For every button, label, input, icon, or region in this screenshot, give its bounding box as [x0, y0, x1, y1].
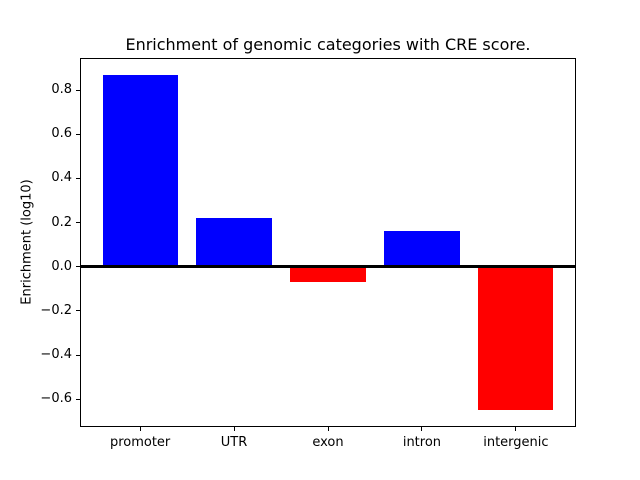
x-tick-mark: [327, 427, 329, 431]
y-tick-label: −0.6: [40, 391, 72, 407]
y-tick-mark: [76, 310, 80, 312]
y-tick-mark: [76, 177, 80, 179]
x-tick-label-UTR: UTR: [220, 435, 248, 450]
y-tick-label: 0.8: [51, 82, 72, 98]
y-tick-mark: [76, 398, 80, 400]
bar-promoter: [102, 74, 178, 267]
x-tick-label-exon: exon: [312, 435, 344, 450]
y-tick-label: 0.6: [51, 126, 72, 142]
y-tick-mark: [76, 89, 80, 91]
y-axis-label: Enrichment (log10): [19, 179, 35, 305]
x-tick-mark: [421, 427, 423, 431]
x-tick-mark: [139, 427, 141, 431]
y-tick-label: 0.4: [51, 170, 72, 186]
bar-intron: [384, 231, 460, 267]
y-tick-label: −0.4: [40, 347, 72, 363]
y-tick-mark: [76, 133, 80, 135]
x-tick-label-intron: intron: [402, 435, 442, 450]
bar-UTR: [196, 218, 272, 267]
y-tick-mark: [76, 222, 80, 224]
chart-title: Enrichment of genomic categories with CR…: [125, 35, 531, 54]
y-tick-label: −0.2: [40, 302, 72, 318]
y-tick-label: 0.2: [51, 214, 72, 230]
bar-intergenic: [478, 266, 554, 411]
y-tick-mark: [76, 266, 80, 268]
x-tick-label-promoter: promoter: [109, 435, 171, 450]
y-tick-label: 0.0: [51, 258, 72, 274]
zero-line: [80, 265, 576, 269]
x-tick-mark: [515, 427, 517, 431]
bar-exon: [290, 266, 366, 283]
x-tick-mark: [233, 427, 235, 431]
y-tick-mark: [76, 354, 80, 356]
x-tick-label-intergenic: intergenic: [483, 435, 549, 450]
